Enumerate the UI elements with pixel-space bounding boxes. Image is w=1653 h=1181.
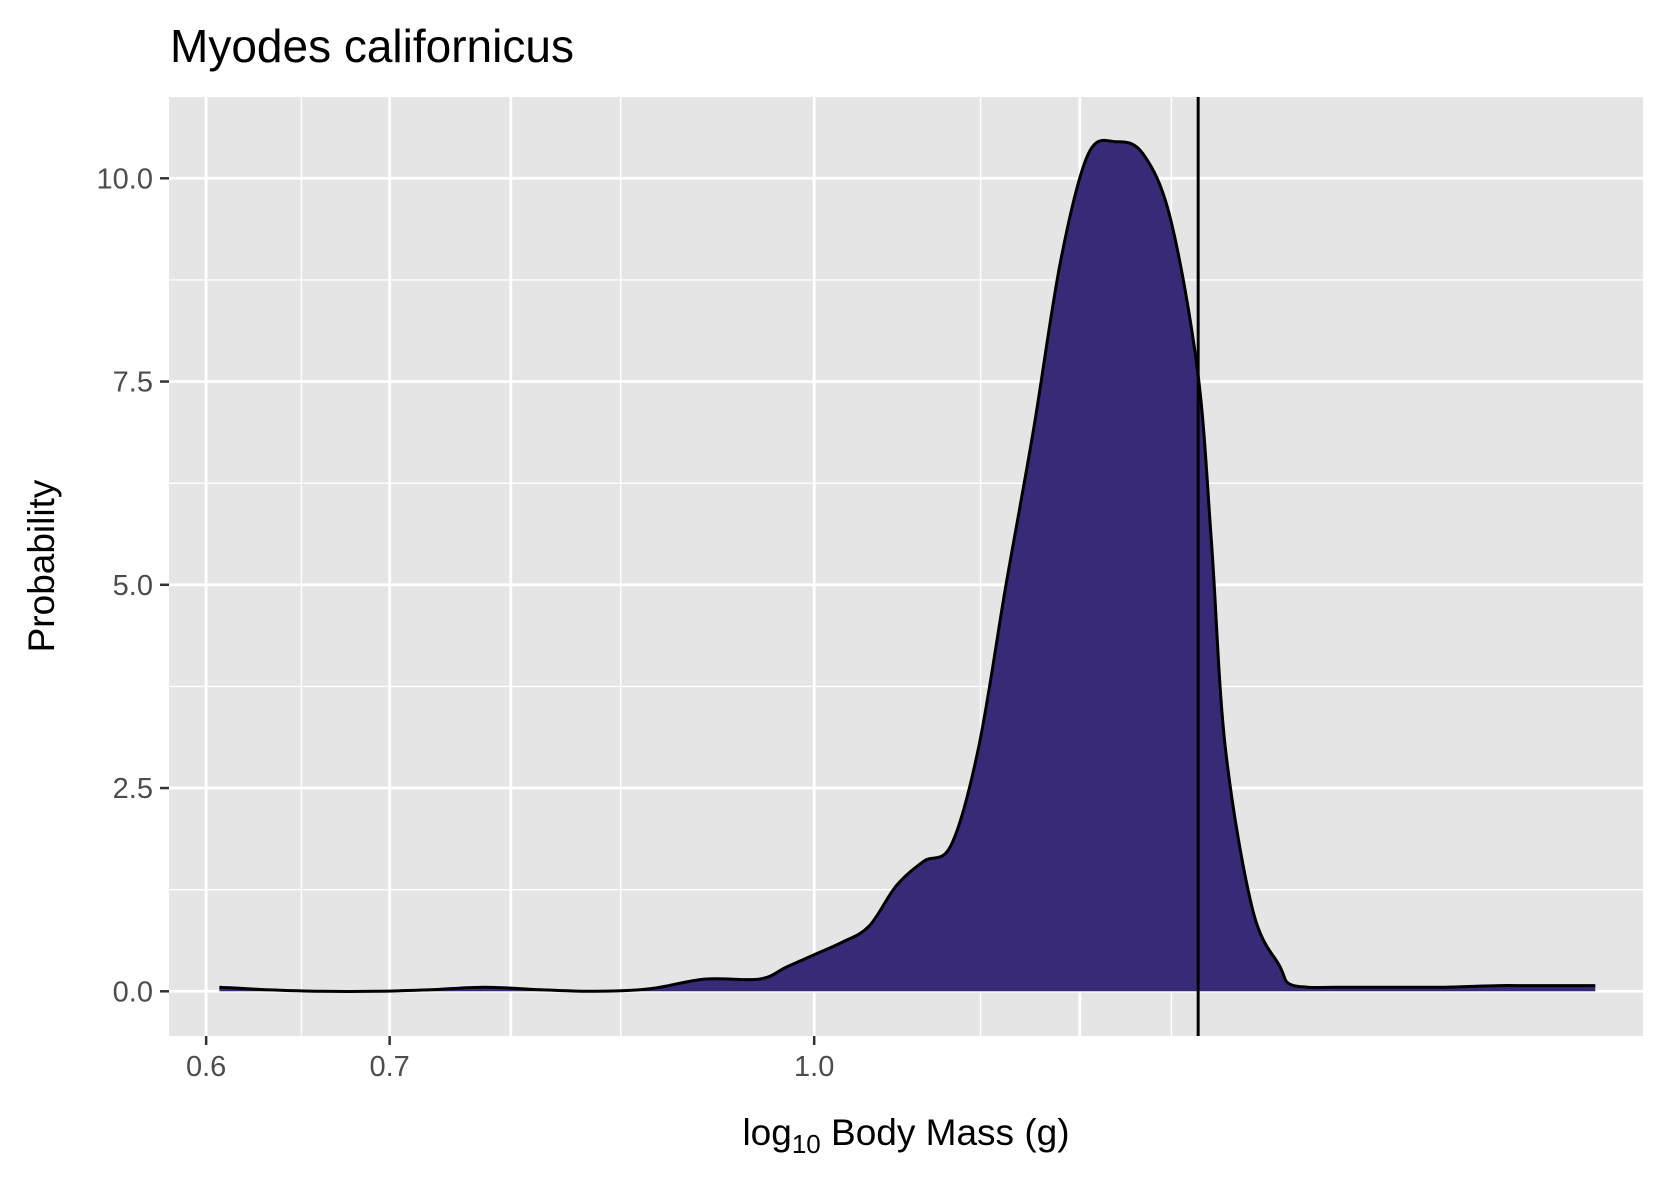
y-tick-label: 7.5 xyxy=(113,367,153,399)
y-tick-label: 0.0 xyxy=(113,976,153,1008)
x-tick-label: 0.6 xyxy=(186,1051,226,1083)
y-axis-title: Probability xyxy=(21,479,62,652)
density-layer xyxy=(219,138,1596,994)
x-tick-label: 0.7 xyxy=(369,1051,409,1083)
chart-title: Myodes californicus xyxy=(170,20,574,72)
y-tick-label: 5.0 xyxy=(113,570,153,602)
y-tick-label: 10.0 xyxy=(97,163,153,195)
x-tick-label: 1.0 xyxy=(794,1051,834,1083)
y-tick-label: 2.5 xyxy=(113,773,153,805)
density-curve xyxy=(219,138,1596,994)
y-axis: 0.0 2.5 5.0 7.5 10.0 xyxy=(97,163,169,1008)
x-axis-title-prefix: log xyxy=(742,1112,791,1153)
x-axis-title: log10 Body Mass (g) xyxy=(742,1112,1069,1159)
x-axis-title-suffix: Body Mass (g) xyxy=(821,1112,1070,1153)
x-axis: 0.6 0.7 1.0 xyxy=(186,1036,834,1083)
x-axis-title-subscript: 10 xyxy=(792,1129,821,1159)
